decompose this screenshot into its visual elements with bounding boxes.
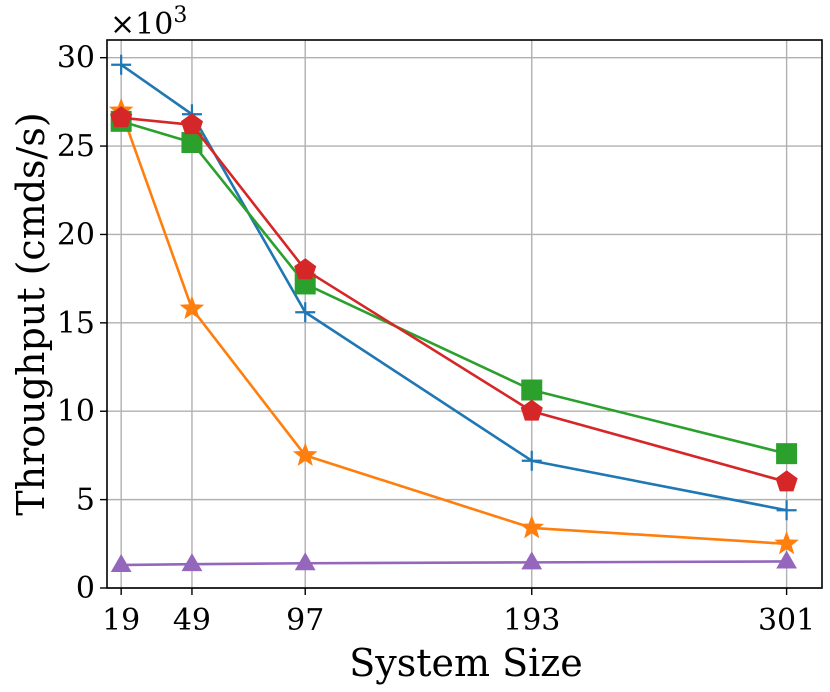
- pentagon-series-point: [110, 106, 133, 128]
- triangle-series-point: [110, 554, 132, 573]
- plus-series-point: [295, 302, 316, 323]
- triangle-series-line: [121, 560, 787, 567]
- y-tick-label: 25: [57, 129, 95, 164]
- plus-series-point: [111, 54, 132, 75]
- star-series-line: [119, 110, 787, 546]
- triangle-series-point: [776, 550, 797, 569]
- x-tick-label: 49: [173, 603, 211, 638]
- star-series-point: [179, 295, 205, 320]
- triangle-series: [110, 550, 797, 573]
- pentagon-series: [110, 106, 798, 492]
- y-tick-label: 20: [57, 217, 95, 252]
- y-tick-label: 10: [57, 394, 95, 429]
- y-tick-label: 5: [76, 483, 95, 518]
- pentagon-series-point: [294, 258, 317, 280]
- star-series-point: [292, 442, 318, 466]
- pentagon-series-line: [121, 116, 787, 484]
- pentagon-series-point: [775, 470, 798, 492]
- x-tick-label: 97: [286, 603, 324, 638]
- square-series-point: [776, 443, 798, 465]
- plus-series: [111, 54, 797, 521]
- y-tick-label: 15: [57, 306, 95, 341]
- y-multiplier-label: ×103: [110, 3, 187, 42]
- y-tick-label: 30: [57, 41, 95, 76]
- pentagon-series-point: [520, 399, 543, 421]
- star-series-point: [519, 514, 545, 539]
- y-axis-label: Throughput (cmds/s): [9, 112, 53, 515]
- ticks: 19 49 97 193 301 0 5 10 15 20 25 30: [57, 41, 815, 638]
- series-layer: [108, 54, 799, 573]
- triangle-series-point: [181, 553, 203, 572]
- triangle-series-point: [294, 552, 316, 571]
- y-tick-label: 0: [76, 571, 95, 606]
- x-tick-label: 19: [102, 603, 140, 638]
- square-series-point: [521, 379, 543, 401]
- pentagon-series-point: [180, 113, 203, 135]
- x-tick-label: 301: [758, 603, 815, 638]
- triangle-series-point: [521, 551, 543, 570]
- star-series-point: [774, 530, 799, 555]
- plus-series-point: [776, 500, 797, 521]
- square-series-line: [120, 120, 787, 455]
- plus-series-line: [120, 63, 787, 512]
- x-tick-label: 193: [503, 603, 560, 638]
- star-series: [108, 97, 799, 555]
- plus-series-point: [521, 450, 542, 471]
- x-axis-label: System Size: [349, 641, 583, 685]
- plot-frame: [106, 39, 823, 589]
